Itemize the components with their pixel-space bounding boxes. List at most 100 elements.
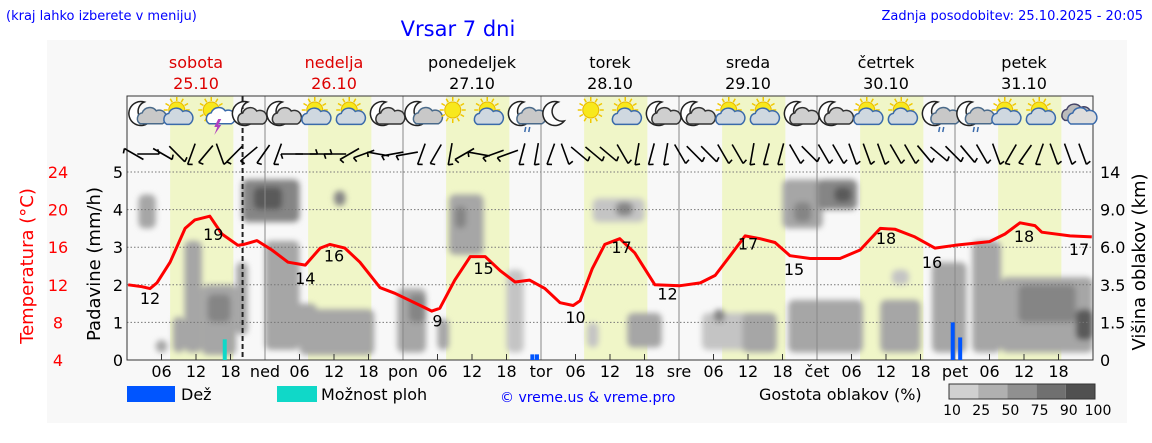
sun-ray xyxy=(859,98,863,103)
wind-barb xyxy=(447,143,454,166)
temperature-label: 18 xyxy=(1014,227,1034,246)
cloud-axis-title: Višina oblakov (km) xyxy=(1129,173,1150,350)
wind-barb xyxy=(454,147,475,164)
sun-ray xyxy=(342,98,346,103)
cloud-icon xyxy=(163,107,194,126)
cloud-height-tick-label: 14 xyxy=(1100,163,1120,182)
wind-barb-shaft xyxy=(817,144,831,164)
location-hint[interactable]: (kraj lahko izberete v meniju) xyxy=(6,9,197,24)
wind-barb-shaft xyxy=(903,144,917,164)
density-level-label: 90 xyxy=(1060,403,1078,419)
temperature-label: 12 xyxy=(657,284,677,303)
wind-barb-shaft xyxy=(673,144,687,164)
sun-ray xyxy=(1046,102,1051,107)
sun-ray xyxy=(993,102,998,107)
temperature-label: 17 xyxy=(611,238,631,257)
wind-barb-shaft xyxy=(339,147,360,161)
temp-tick-label: 4 xyxy=(53,351,63,370)
x-hour-label: 12 xyxy=(462,362,482,381)
sun-ray xyxy=(445,98,449,103)
sun-ray xyxy=(460,102,465,107)
wind-barb-tick xyxy=(467,151,470,158)
wind-barb-tick xyxy=(381,155,385,161)
wind-barb xyxy=(518,143,526,166)
sun-ray xyxy=(353,98,357,103)
wind-barb-shaft xyxy=(634,143,640,165)
wind-barb-shaft xyxy=(1049,143,1059,165)
sun-ray xyxy=(721,98,725,103)
sun-icon xyxy=(577,97,604,123)
wind-barb-shaft xyxy=(1035,143,1045,165)
wind-barb-shaft xyxy=(647,143,656,165)
cloud-cell xyxy=(184,240,202,353)
temperature-label: 14 xyxy=(295,269,315,288)
wind-barb-shaft xyxy=(616,144,629,164)
sun-ray xyxy=(199,102,204,107)
temp-tick-label: 24 xyxy=(48,163,68,182)
sun-ray xyxy=(1008,98,1012,103)
sun-ray xyxy=(613,102,618,107)
sun-ray xyxy=(905,98,909,103)
temperature-label: 17 xyxy=(1069,240,1089,259)
sun-ray xyxy=(441,102,446,107)
copyright-link[interactable]: © vreme.us & vreme.pro xyxy=(500,390,675,406)
wind-barb-shaft xyxy=(700,145,718,163)
sun-cloud-icon xyxy=(1025,97,1057,126)
x-day-label: sre xyxy=(667,362,691,381)
sun-cloud-icon xyxy=(163,97,194,126)
wind-barb xyxy=(226,145,243,165)
sun-ray xyxy=(180,98,184,103)
cloud-cell xyxy=(454,205,467,229)
sun-ray xyxy=(594,98,598,103)
wind-barb-tick xyxy=(855,160,861,165)
temp-tick-label: 16 xyxy=(48,238,68,257)
wind-barb-shaft xyxy=(663,143,669,165)
sun-ray xyxy=(908,102,913,107)
sun-ray xyxy=(770,102,775,107)
wind-barb-tick xyxy=(816,156,821,163)
sun-icon xyxy=(439,97,466,123)
wind-barb xyxy=(482,149,504,163)
wind-barb-shaft xyxy=(717,144,730,164)
x-hour-label: 06 xyxy=(565,362,585,381)
density-swatch xyxy=(949,384,979,399)
temp-tick-label: 20 xyxy=(48,201,68,220)
temperature-label: 12 xyxy=(140,289,160,308)
rain-drop-icon xyxy=(938,126,941,133)
sun-ray xyxy=(456,98,460,103)
wind-barb-shaft xyxy=(168,145,186,163)
day-name: četrtek xyxy=(858,53,916,72)
sun-ray xyxy=(1027,102,1032,107)
sun-ray xyxy=(632,102,637,107)
sun-ray xyxy=(598,102,603,107)
wind-barb-tick xyxy=(448,163,454,166)
x-day-label: tor xyxy=(530,362,553,381)
x-hour-label: 06 xyxy=(289,362,309,381)
wind-barb-tick xyxy=(986,159,992,165)
wind-barb xyxy=(395,151,418,161)
cloud-cell xyxy=(288,303,317,340)
temp-tick-label: 12 xyxy=(48,276,68,295)
wind-barb-shaft xyxy=(788,144,802,164)
cloud-cell xyxy=(834,187,852,203)
density-level-label: 10 xyxy=(943,403,961,419)
wind-barb-tick xyxy=(587,156,591,162)
x-hour-label: 12 xyxy=(738,362,758,381)
rain-drop-icon xyxy=(976,126,979,133)
wind-barb-tick xyxy=(946,156,950,162)
x-day-label: čet xyxy=(805,362,830,381)
wind-barb-tick xyxy=(870,160,876,165)
sun-ray xyxy=(767,98,771,103)
cloud-icon xyxy=(853,107,884,126)
wind-barb-shaft xyxy=(381,151,404,157)
sun-ray xyxy=(494,102,499,107)
cloud-cell xyxy=(253,187,283,210)
precip-tick-label: 2 xyxy=(113,276,123,295)
wind-barb-shaft xyxy=(975,144,989,164)
wind-barb xyxy=(647,143,656,166)
wind-barb xyxy=(944,145,964,163)
wind-barb-shaft xyxy=(467,151,490,157)
day-date: 30.10 xyxy=(863,74,909,93)
wind-barb-shaft xyxy=(599,146,618,162)
wind-barb-shaft xyxy=(429,144,442,164)
